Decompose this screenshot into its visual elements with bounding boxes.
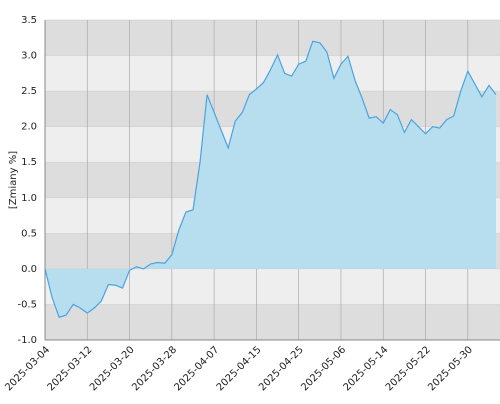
y-tick-label: 1.0 xyxy=(21,193,37,204)
line xyxy=(44,40,497,318)
y-tick-label: 0.0 xyxy=(21,264,37,275)
y-tick-label: 2.5 xyxy=(21,86,37,97)
y-tick-label: 3.5 xyxy=(21,15,37,26)
grid-band xyxy=(45,304,500,340)
y-tick-label: 3.0 xyxy=(21,51,37,62)
area xyxy=(45,41,496,318)
y-tick-label: 0.5 xyxy=(21,228,37,239)
grid-band xyxy=(45,20,500,56)
y-tick-label: 2.0 xyxy=(21,122,37,133)
y-axis-label: [Zmiany %] xyxy=(8,151,19,209)
x-tick-label: 2025-05-30 xyxy=(426,344,475,393)
y-tick-label: -0.5 xyxy=(17,299,37,310)
y-tick-label: 1.5 xyxy=(21,157,37,168)
y-tick-label: -1.0 xyxy=(17,335,37,346)
